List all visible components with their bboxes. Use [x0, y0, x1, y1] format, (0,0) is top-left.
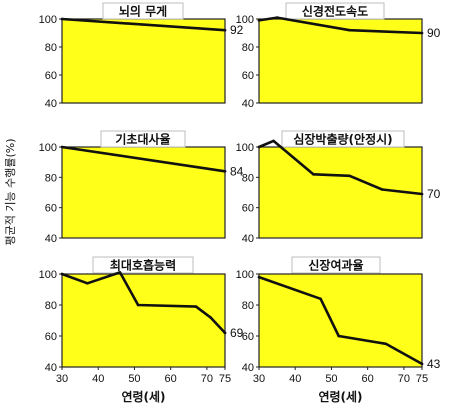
data-point	[420, 31, 424, 35]
end-value-label: 90	[427, 26, 441, 40]
x-tick-label: 60	[165, 373, 177, 385]
x-tick-label: 50	[325, 373, 337, 385]
chart-title-box	[285, 2, 385, 20]
panel-1: 뇌의 무게 40 60 80 100 92	[39, 2, 244, 110]
data-point	[348, 28, 351, 32]
plot-area	[61, 273, 226, 368]
plot-area	[61, 18, 226, 104]
data-point	[420, 362, 424, 366]
x-tick-label: 30	[56, 373, 68, 385]
panel-4: 심장박출량(안정시) 40 60 80 100 70	[236, 130, 441, 245]
y-tick-label: 100	[236, 14, 254, 26]
data-point	[337, 334, 340, 338]
x-tick-label: 60	[362, 373, 374, 385]
data-point	[257, 19, 261, 22]
chart-title: 기초대사율	[115, 132, 170, 147]
y-tick-label: 60	[242, 70, 254, 82]
series-line	[60, 17, 227, 32]
y-tick-label: 80	[242, 42, 254, 54]
data-point	[257, 145, 261, 149]
x-tick-label: 75	[416, 373, 428, 385]
chart-title: 뇌의 무게	[119, 4, 167, 19]
end-value-label: 69	[230, 326, 244, 340]
x-tick-label: 40	[92, 373, 104, 385]
y-tick-label: 80	[45, 172, 57, 184]
data-point	[194, 305, 198, 308]
chart-title-box	[92, 256, 194, 274]
end-value-label: 70	[427, 187, 441, 201]
y-tick-label: 80	[242, 300, 254, 312]
data-point	[319, 297, 322, 301]
y-tick-label: 100	[39, 269, 57, 281]
y-tick-label: 100	[39, 14, 57, 26]
y-tick-label: 40	[242, 362, 254, 374]
chart-title: 최대호흡능력	[110, 258, 176, 273]
y-tick-label: 60	[242, 331, 254, 343]
x-tick-label: 40	[289, 373, 301, 385]
x-tick-label: 75	[219, 373, 231, 385]
y-tick-label: 80	[45, 300, 57, 312]
panel-3: 기초대사율 40 60 80 100 84	[39, 130, 244, 245]
series-line	[257, 16, 424, 35]
y-tick-label: 60	[45, 203, 57, 215]
data-point	[384, 342, 388, 346]
data-point	[118, 271, 122, 274]
y-tick-label: 100	[236, 269, 254, 281]
data-point	[60, 145, 64, 149]
data-point	[86, 282, 89, 285]
data-point	[136, 303, 140, 307]
data-point	[60, 17, 64, 21]
y-tick-label: 40	[45, 233, 57, 245]
chart-title: 신장여과율	[308, 258, 363, 273]
end-value-label: 43	[427, 357, 441, 371]
data-point	[223, 28, 227, 32]
series-line	[257, 139, 424, 196]
data-point	[420, 192, 424, 196]
end-value-label: 92	[230, 23, 244, 37]
x-tick-label: 70	[201, 373, 213, 385]
plot-area	[258, 146, 423, 239]
y-tick-label: 80	[45, 42, 57, 54]
chart-title-box	[102, 2, 184, 20]
chart-title: 심장박출량(안정시)	[293, 132, 392, 147]
data-point	[223, 169, 227, 173]
y-tick-label: 40	[45, 362, 57, 374]
series-line	[60, 145, 227, 173]
y-tick-label: 100	[39, 142, 57, 154]
data-point	[257, 275, 261, 279]
data-point	[223, 331, 227, 335]
data-point	[60, 272, 64, 276]
data-point	[275, 16, 279, 19]
end-value-label: 84	[230, 164, 244, 178]
x-axis-label: 연령(세)	[318, 389, 362, 404]
y-tick-label: 100	[236, 142, 254, 154]
chart-title-box	[100, 130, 186, 148]
data-point	[348, 174, 351, 178]
data-point	[312, 173, 315, 176]
chart-title-box	[291, 256, 381, 274]
data-point	[209, 316, 212, 319]
plot-area	[258, 273, 423, 368]
data-point	[380, 188, 384, 191]
x-axis-label: 연령(세)	[121, 389, 165, 404]
y-axis-label: 평균적 기능 수행률(%)	[4, 139, 17, 246]
data-point	[272, 139, 275, 143]
x-tick-label: 50	[128, 373, 140, 385]
y-tick-label: 40	[242, 98, 254, 110]
x-tick-label: 30	[253, 373, 265, 385]
plot-area	[61, 146, 226, 239]
y-tick-label: 80	[242, 172, 254, 184]
x-tick-label: 70	[398, 373, 410, 385]
y-tick-label: 60	[45, 70, 57, 82]
y-tick-label: 40	[242, 233, 254, 245]
chart-title: 신경전도속도	[302, 4, 368, 19]
y-tick-label: 60	[45, 331, 57, 343]
panel-2: 신경전도속도 40 60 80 100 90	[236, 2, 441, 110]
y-tick-label: 40	[45, 98, 57, 110]
chart-title-box	[281, 130, 405, 148]
y-tick-label: 60	[242, 203, 254, 215]
